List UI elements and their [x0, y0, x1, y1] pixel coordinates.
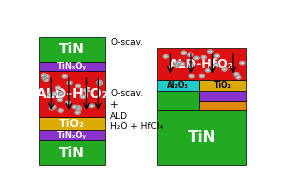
Circle shape [194, 56, 199, 60]
Circle shape [215, 54, 219, 57]
Circle shape [189, 74, 194, 78]
Bar [39, 36, 105, 62]
Circle shape [205, 69, 210, 72]
Circle shape [75, 111, 80, 114]
Bar [157, 110, 246, 165]
Text: O-scav.: O-scav. [110, 89, 143, 98]
Circle shape [44, 75, 49, 78]
Text: TiN: TiN [187, 130, 216, 145]
Bar [199, 101, 246, 110]
Bar [157, 80, 199, 91]
Circle shape [42, 74, 46, 77]
Circle shape [208, 50, 213, 53]
Bar [39, 62, 105, 71]
Text: TiN: TiN [59, 42, 85, 56]
Text: ALD-HfO₂: ALD-HfO₂ [36, 87, 108, 101]
Circle shape [163, 55, 168, 58]
Bar [157, 48, 246, 80]
Circle shape [51, 105, 56, 109]
Circle shape [214, 64, 218, 67]
Text: TiNₓOᵧ: TiNₓOᵧ [57, 131, 87, 140]
Circle shape [76, 106, 81, 109]
Bar [199, 80, 246, 91]
Circle shape [58, 92, 63, 95]
Text: TiO₂: TiO₂ [59, 119, 85, 129]
Text: TiN: TiN [59, 146, 85, 160]
Circle shape [240, 61, 245, 65]
Circle shape [176, 61, 181, 64]
Circle shape [83, 89, 88, 92]
Circle shape [89, 104, 94, 108]
Circle shape [47, 93, 52, 96]
Bar [39, 117, 105, 130]
Circle shape [58, 98, 62, 101]
Circle shape [76, 84, 80, 88]
Circle shape [67, 81, 72, 84]
Text: Al₂O₃: Al₂O₃ [167, 81, 189, 90]
Circle shape [180, 63, 184, 66]
Circle shape [49, 107, 54, 110]
Bar [157, 91, 199, 110]
Circle shape [59, 92, 64, 95]
Circle shape [56, 86, 60, 89]
Circle shape [234, 73, 239, 76]
Bar [39, 140, 105, 165]
Circle shape [62, 75, 67, 78]
Text: TiNₓOᵧ: TiNₓOᵧ [57, 62, 87, 71]
Circle shape [81, 95, 85, 98]
Text: ALD
H₂O + HfCl₄: ALD H₂O + HfCl₄ [110, 112, 163, 131]
Circle shape [236, 76, 241, 79]
Circle shape [42, 76, 47, 80]
Circle shape [175, 64, 180, 67]
Circle shape [188, 53, 193, 56]
Circle shape [222, 68, 227, 71]
Bar [39, 71, 105, 117]
Circle shape [201, 56, 206, 59]
Text: TiO₂: TiO₂ [214, 81, 232, 90]
Circle shape [72, 105, 77, 108]
Circle shape [66, 101, 71, 104]
Bar [199, 91, 246, 101]
Bar [39, 130, 105, 140]
Text: ALD-HfO₂: ALD-HfO₂ [169, 58, 234, 71]
Circle shape [58, 109, 63, 112]
Circle shape [97, 80, 102, 84]
Circle shape [76, 107, 81, 110]
Text: +: + [110, 100, 119, 110]
Circle shape [44, 78, 49, 81]
Circle shape [200, 74, 204, 78]
Circle shape [97, 82, 102, 85]
Circle shape [52, 92, 57, 95]
Text: O-scav.: O-scav. [110, 38, 143, 47]
Circle shape [189, 63, 193, 66]
Circle shape [174, 63, 179, 66]
Circle shape [181, 51, 186, 54]
